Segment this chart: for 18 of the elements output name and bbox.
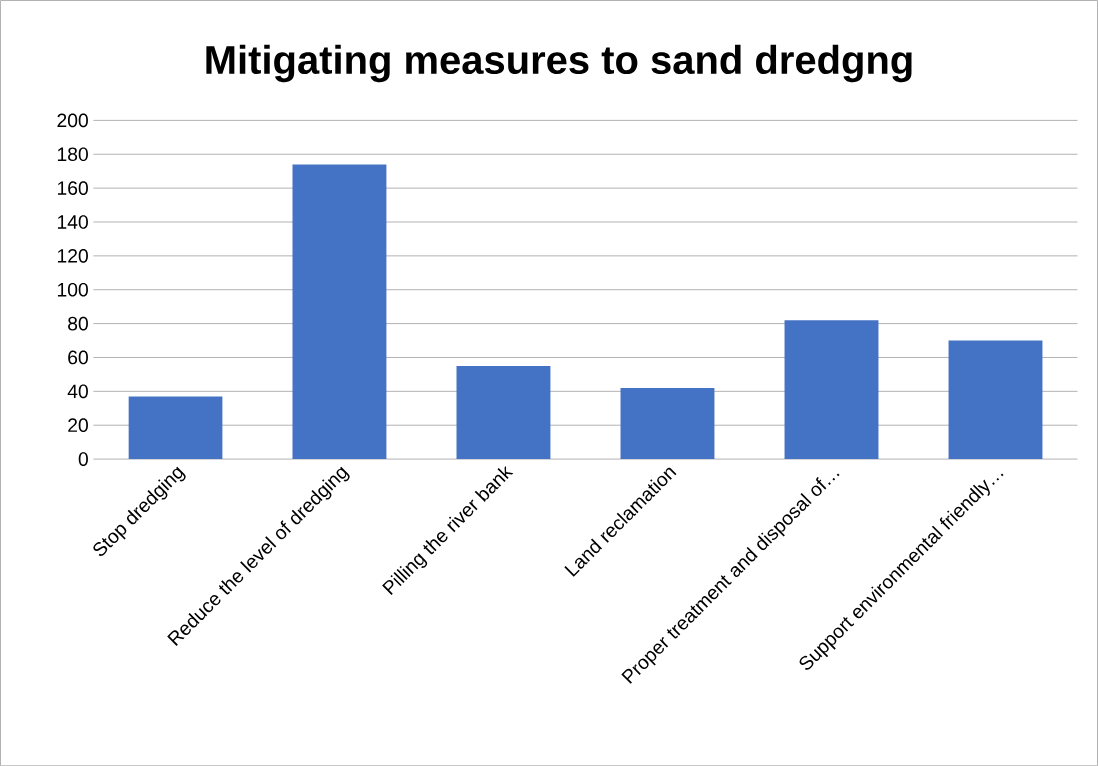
bar xyxy=(128,396,223,459)
y-tick-label: 100 xyxy=(57,282,88,297)
bar xyxy=(456,365,551,459)
chart-title: Mitigating measures to sand dredgng xyxy=(206,44,912,82)
bar xyxy=(948,340,1043,459)
y-tick-label: 140 xyxy=(57,215,88,229)
y-tick-label: 200 xyxy=(57,113,88,128)
y-tick-label: 0 xyxy=(78,452,88,466)
bar xyxy=(784,320,879,459)
y-tick-label: 40 xyxy=(67,384,88,399)
y-tick-label: 60 xyxy=(68,350,88,365)
y-tick-label: 20 xyxy=(68,418,88,432)
y-tick-label: 120 xyxy=(57,248,88,263)
y-tick-label: 180 xyxy=(57,147,88,161)
y-tick-label: 160 xyxy=(57,181,88,195)
bar xyxy=(620,387,715,459)
bar xyxy=(292,164,387,459)
y-tick-label: 80 xyxy=(68,316,88,331)
